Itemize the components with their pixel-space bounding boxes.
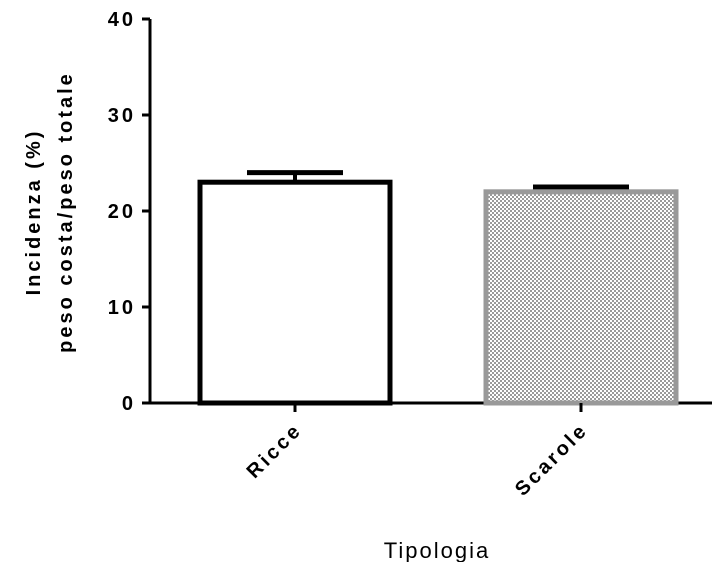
y-tick-label: 30 xyxy=(108,105,136,127)
y-tick-label: 10 xyxy=(108,297,136,319)
y-tick-label: 40 xyxy=(108,9,136,31)
y-axis-title: Incidenza (%) peso costa/peso totale xyxy=(23,71,77,353)
x-axis-title: Tipologia xyxy=(384,538,490,562)
y-tick-label: 20 xyxy=(108,201,136,223)
x-tick-label: Ricce xyxy=(243,419,307,483)
y-axis-title-line2: peso costa/peso totale xyxy=(55,71,77,353)
bar-ricce xyxy=(197,179,393,406)
y-tick-label: 0 xyxy=(122,393,136,415)
y-axis-title-line1: Incidenza (%) xyxy=(23,129,45,296)
x-tick-label: Scarole xyxy=(511,419,593,501)
bar-scarole xyxy=(483,189,679,406)
plot-area: 0 10 20 30 40 Ricce Scarole xyxy=(108,9,712,500)
